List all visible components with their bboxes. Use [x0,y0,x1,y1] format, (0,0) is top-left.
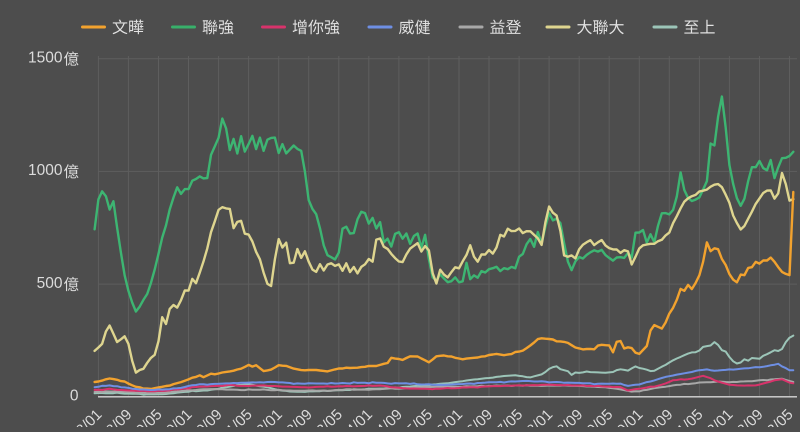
svg-text:1500: 1500 [28,50,63,67]
svg-text:1000: 1000 [28,162,63,179]
svg-text:500: 500 [37,275,63,292]
svg-text:0: 0 [70,388,79,405]
